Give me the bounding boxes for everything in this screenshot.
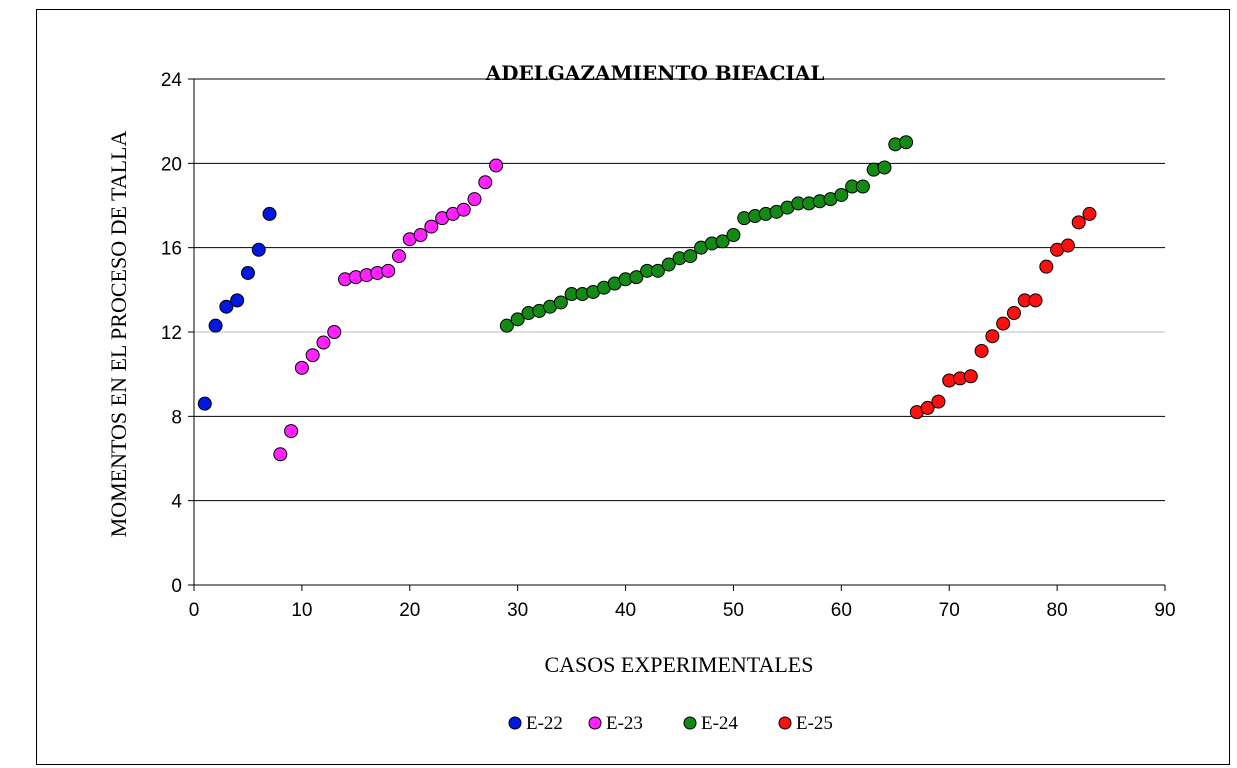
x-tick-label-60: 60 <box>831 600 852 621</box>
data-point-e-23-19 <box>391 249 406 264</box>
data-point-e-25-76 <box>1006 306 1021 321</box>
data-point-e-22-7 <box>262 206 277 221</box>
x-tick-label-10: 10 <box>291 600 312 621</box>
x-tick-label-90: 90 <box>1154 600 1175 621</box>
data-point-e-22-1 <box>197 396 212 411</box>
x-tick-label-50: 50 <box>723 600 744 621</box>
series-e-22 <box>197 206 277 411</box>
data-point-e-23-22 <box>424 219 439 234</box>
x-tick-labels: 0 10 20 30 40 50 60 70 80 90 <box>189 600 1176 621</box>
series-e-25 <box>909 206 1097 420</box>
data-point-e-23-11 <box>305 348 320 363</box>
series-e-23 <box>273 158 504 462</box>
data-point-e-24-66 <box>899 135 914 150</box>
data-point-e-25-72 <box>963 369 978 384</box>
data-point-e-24-49 <box>715 234 730 249</box>
data-point-e-25-74 <box>985 329 1000 344</box>
data-point-e-24-62 <box>855 179 870 194</box>
data-points <box>197 135 1097 462</box>
chart-title: ADELGAZAMIENTO BIFACIAL <box>485 61 825 85</box>
data-point-e-25-73 <box>974 343 989 358</box>
data-point-e-24-60 <box>834 187 849 202</box>
legend-marker-e-22 <box>508 716 522 730</box>
y-tick-label-16: 16 <box>161 239 182 260</box>
data-point-e-25-75 <box>996 316 1011 331</box>
data-point-e-24-34 <box>553 295 568 310</box>
x-tick-label-30: 30 <box>507 600 528 621</box>
x-tick-label-0: 0 <box>189 600 200 621</box>
legend-marker-e-23 <box>588 716 602 730</box>
data-point-e-25-81 <box>1060 238 1075 253</box>
legend-label-e-24: E-24 <box>701 713 738 734</box>
y-tick-label-0: 0 <box>171 576 182 597</box>
data-point-e-23-28 <box>489 158 504 173</box>
x-tick-label-70: 70 <box>939 600 960 621</box>
series-e-24 <box>499 135 914 333</box>
data-point-e-23-9 <box>284 424 299 439</box>
data-point-e-24-30 <box>510 312 525 327</box>
data-point-e-25-83 <box>1082 206 1097 221</box>
chart-frame <box>36 9 1230 765</box>
y-tick-labels: 0 4 8 12 16 20 24 <box>161 70 183 597</box>
x-tick-label-20: 20 <box>399 600 420 621</box>
data-point-e-23-18 <box>381 263 396 278</box>
data-point-e-24-43 <box>650 263 665 278</box>
y-tick-label-24: 24 <box>161 70 183 91</box>
data-point-e-24-50 <box>726 228 741 243</box>
data-point-e-24-41 <box>629 270 644 285</box>
y-axis-label: MOMENTOS EN EL PROCESO DE TALLA <box>106 131 131 538</box>
data-point-e-24-29 <box>499 318 514 333</box>
data-point-e-22-2 <box>208 318 223 333</box>
data-point-e-25-78 <box>1028 293 1043 308</box>
legend-label-e-22: E-22 <box>526 713 563 734</box>
data-point-e-22-5 <box>240 265 255 280</box>
data-point-e-25-82 <box>1071 215 1086 230</box>
y-tick-label-8: 8 <box>171 407 182 428</box>
x-axis-label: CASOS EXPERIMENTALES <box>545 652 814 677</box>
legend-label-e-23: E-23 <box>606 713 643 734</box>
data-point-e-23-21 <box>413 228 428 243</box>
data-point-e-23-26 <box>467 192 482 207</box>
data-point-e-25-79 <box>1039 259 1054 274</box>
data-point-e-23-10 <box>294 360 309 375</box>
legend-marker-e-24 <box>683 716 697 730</box>
data-point-e-23-12 <box>316 335 331 350</box>
x-tick-label-40: 40 <box>615 600 636 621</box>
data-point-e-25-69 <box>931 394 946 409</box>
y-tick-label-20: 20 <box>161 154 182 175</box>
data-point-e-24-64 <box>877 160 892 175</box>
y-tick-label-12: 12 <box>161 323 182 344</box>
data-point-e-24-46 <box>683 249 698 264</box>
data-point-e-22-6 <box>251 242 266 257</box>
gridlines <box>194 78 1165 502</box>
data-point-e-23-25 <box>456 202 471 217</box>
legend-marker-e-25 <box>778 716 792 730</box>
data-point-e-23-13 <box>327 325 342 339</box>
legend-label-e-25: E-25 <box>796 713 833 734</box>
y-tick-label-4: 4 <box>171 492 182 513</box>
data-point-e-24-44 <box>661 257 676 272</box>
data-point-e-23-27 <box>478 175 493 190</box>
axes <box>188 78 1166 591</box>
data-point-e-22-3 <box>219 299 234 314</box>
data-point-e-25-68 <box>920 400 935 415</box>
data-point-e-23-8 <box>273 447 288 462</box>
data-point-e-22-4 <box>230 293 245 308</box>
legend: E-22 E-23 E-24 E-25 <box>508 713 833 734</box>
x-tick-label-80: 80 <box>1047 600 1068 621</box>
